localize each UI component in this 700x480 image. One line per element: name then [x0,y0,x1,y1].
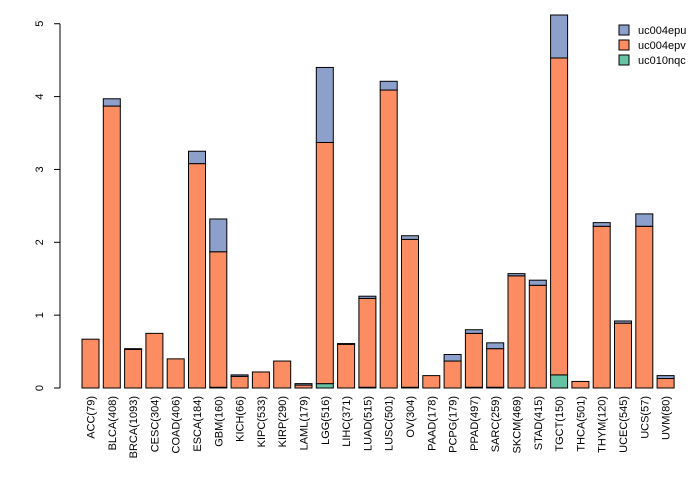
bar-lusc-501-uc004epv [379,89,398,389]
y-tick-label: 2 [34,239,46,245]
x-tick-label-pcpg-179: PCPG(179) [448,396,460,453]
bar-ucec-545-uc004epv [614,322,632,389]
legend-swatch-uc010nqc [618,54,630,66]
bars-layer [81,14,675,389]
bar-luad-515-uc004epv [358,297,377,388]
x-tick-label-thym-120: THYM(120) [597,396,609,453]
bar-brca-1093-uc004epu [124,348,143,350]
y-tick-label: 3 [34,166,46,172]
bar-pcpg-179-uc004epv [443,360,462,389]
bar-ucs-57-uc004epv [635,225,654,389]
x-tick-label-thca-501: THCA(501) [575,396,587,452]
bar-sarc-259-uc004epv [486,348,505,388]
x-tick-label-ucs-57: UCS(57) [639,396,651,439]
bar-kich-66-uc004epv [230,375,249,389]
bar-lihc-371-uc004epu [337,343,356,345]
bar-lihc-371-uc004epv [337,343,356,389]
bar-acc-79-uc004epv [81,338,100,389]
y-tick-label: 5 [34,21,46,27]
bar-esca-184-uc004epu [188,150,206,165]
bar-lgg-516-uc010nqc [315,383,334,389]
bar-gbm-160-uc004epv [209,251,228,388]
bar-thca-501-uc004epv [571,380,590,389]
legend-label-uc004epv: uc004epv [638,40,686,52]
x-tick-label-ov-304: OV(304) [405,396,417,438]
x-tick-label-lihc-371: LIHC(371) [341,396,353,447]
x-tick-label-gbm-160: GBM(160) [213,396,225,447]
bar-ucs-57-uc004epu [635,213,654,227]
y-tick-label: 1 [34,312,46,318]
bar-skcm-469-uc004epv [507,275,526,389]
bar-gbm-160-uc004epu [209,218,228,253]
bar-brca-1093-uc004epv [124,348,143,389]
bar-cesc-304-uc004epv [145,332,164,389]
x-tick-label-laml-179: LAML(179) [299,396,311,450]
x-tick-label-blca-408: BLCA(408) [107,396,119,450]
x-tick-label-ppad-497: PPAD(497) [469,396,481,451]
bar-tgct-150-uc010nqc [550,374,569,389]
bar-lgg-516-uc004epv [315,141,334,385]
bar-blca-408-uc004epu [102,98,121,107]
bar-paad-178-uc004epv [422,375,441,389]
y-axis: 0 1 2 3 4 5 [34,21,61,391]
x-tick-label-paad-178: PAAD(178) [426,396,438,451]
x-tick-label-ucec-545: UCEC(545) [618,396,630,453]
x-tick-label-esca-184: ESCA(184) [192,396,204,452]
bar-ppad-497-uc004epu [464,329,483,334]
x-tick-label-stad-415: STAD(415) [533,396,545,450]
bar-thym-120-uc004epv [592,225,611,389]
legend: uc004epu uc004epv uc010nqc [618,24,686,67]
x-axis-labels: ACC(79) BLCA(408) BRCA(1093) CESC(304) COAD(… [86,396,673,458]
legend-swatch-uc004epv [618,39,630,51]
bar-ov-304-uc004epu [401,235,419,240]
bar-stad-415-uc004epu [528,279,547,286]
bar-pcpg-179-uc004epu [443,353,462,362]
bar-lgg-516-uc004epu [315,66,334,143]
bar-sarc-259-uc004epu [486,342,505,350]
x-tick-label-brca-1093: BRCA(1093) [128,396,140,458]
bar-blca-408-uc004epv [102,105,121,389]
bar-kipc-533-uc004epv [251,371,270,389]
x-tick-label-acc-79: ACC(79) [86,396,98,439]
legend-label-uc004epu: uc004epu [638,25,686,37]
bar-laml-179-uc004epu [294,383,313,386]
legend-label-uc010nqc: uc010nqc [638,55,686,67]
x-tick-label-skcm-469: SKCM(469) [512,396,524,453]
bar-ppad-497-uc004epv [464,332,483,388]
bar-ucec-545-uc004epu [614,320,632,324]
x-tick-label-kipc-533: KIPC(533) [256,396,268,447]
y-tick-label: 4 [34,94,46,100]
x-tick-label-lgg-516: LGG(516) [320,396,332,445]
bar-tgct-150-uc004epv [550,57,569,376]
bar-kich-66-uc004epu [230,374,249,377]
x-tick-label-uvm-80: UVM(80) [661,396,673,440]
x-tick-label-cesc-304: CESC(304) [149,396,161,452]
bar-stad-415-uc004epv [528,284,547,389]
x-tick-label-kich-66: KICH(66) [235,396,247,442]
bar-coad-406-uc004epv [166,358,185,389]
bar-thym-120-uc004epu [592,222,611,227]
x-tick-label-coad-406: COAD(406) [171,396,183,453]
bar-kirp-290-uc004epv [273,360,292,389]
bar-esca-184-uc004epv [188,163,206,389]
bar-tgct-150-uc004epu [550,14,569,59]
x-tick-label-luad-515: LUAD(515) [362,396,374,451]
bar-lusc-501-uc004epu [379,80,398,91]
x-tick-label-sarc-259: SARC(259) [490,396,502,452]
bar-ov-304-uc004epv [401,238,419,388]
bar-uvm-80-uc004epv [656,378,675,389]
legend-swatch-uc004epu [618,24,630,36]
bar-uvm-80-uc004epu [656,375,675,380]
y-tick-label: 0 [34,385,46,391]
x-tick-label-kirp-290: KIRP(290) [277,396,289,447]
bar-skcm-469-uc004epu [507,273,526,277]
x-tick-label-tgct-150: TGCT(150) [554,396,566,452]
bar-luad-515-uc004epu [358,295,377,299]
x-tick-label-lusc-501: LUSC(501) [384,396,396,451]
